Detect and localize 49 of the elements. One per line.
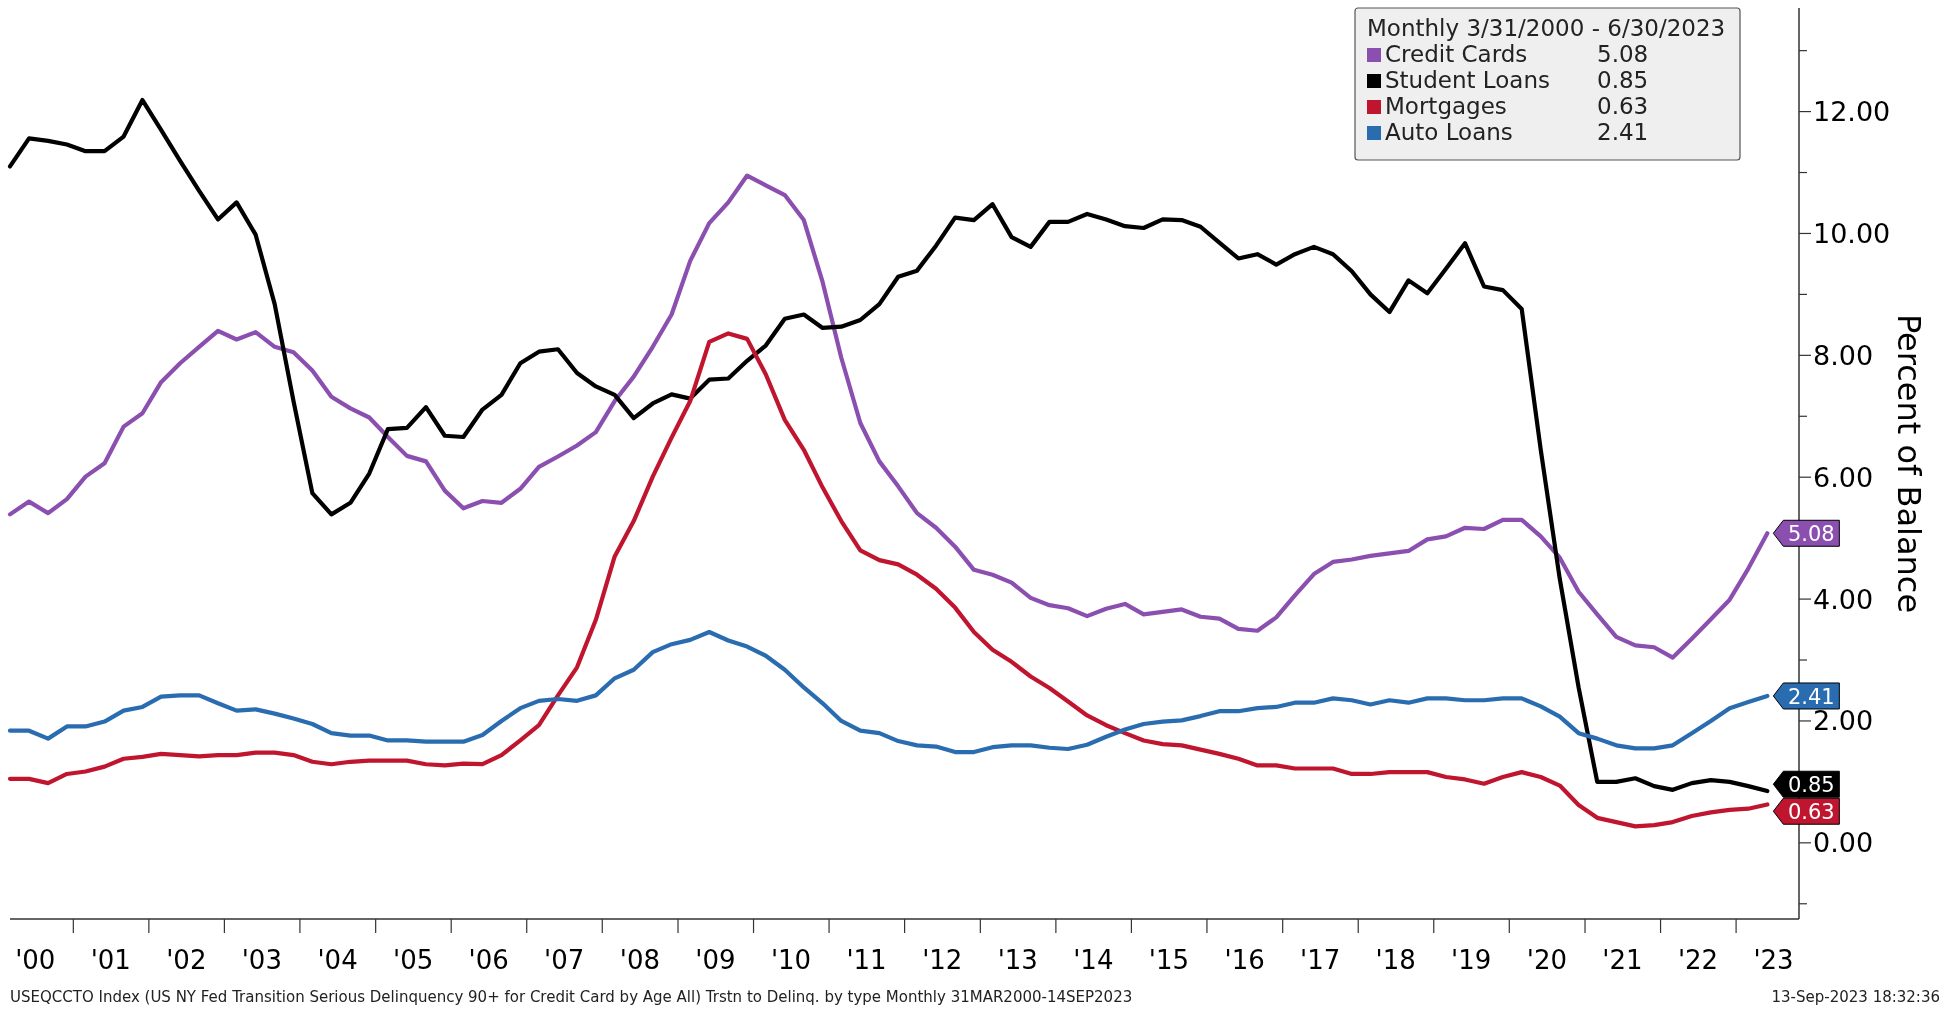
x-tick-label: '19 [1451,945,1492,975]
text: 13-Sep-2023 18:32:36 [1771,988,1940,1006]
x-tick-label: '15 [1148,945,1189,975]
data-label: 0.85 [1787,772,1835,797]
line-series [7,173,1770,660]
x-tick-label: '20 [1526,945,1568,975]
x-tick-label: '21 [1602,945,1643,975]
legend-label: Student Loans [1385,67,1550,93]
line-series [7,331,1770,829]
line-series [7,629,1770,755]
y-tick-label: 6.00 [1813,461,1874,493]
legend-label: Auto Loans [1385,119,1513,145]
legend-title: Monthly 3/31/2000 - 6/30/2023 [1367,15,1726,41]
x-tick-label: '05 [393,945,434,975]
text: USEQCCTO Index (US NY Fed Transition Serious Delinquency 90+ for Credit Card by Age All) Trstn to Delinq. by type Monthly 31MAR2000-14SEP2023 [10,988,1133,1006]
y-tick-label: 10.00 [1813,217,1891,249]
legend-label: Credit Cards [1385,41,1528,67]
x-tick-label: '04 [317,945,358,975]
y-tick-label: 4.00 [1813,583,1874,615]
text: 5.08 [1597,41,1649,67]
x-tick-label: '01 [90,945,131,975]
y-tick-label: 8.00 [1813,339,1874,371]
data-label: 0.63 [1787,799,1835,824]
x-tick-label: '08 [619,945,661,975]
x-tick-label: '16 [1224,945,1265,975]
x-tick-label: '18 [1375,945,1416,975]
x-tick-label: '22 [1677,945,1719,975]
x-tick-label: '03 [241,945,282,975]
x-tick-label: '12 [922,945,963,975]
y-tick-label: 12.00 [1813,96,1891,128]
x-tick-label: '11 [846,945,887,975]
x-tick-label: '14 [1073,945,1114,975]
text: 0.85 [1597,67,1649,93]
data-label: 5.08 [1787,521,1835,546]
x-tick-label: '23 [1753,945,1794,975]
y-tick-label: 0.00 [1813,827,1874,859]
line-series [7,97,1770,794]
text: 2.41 [1597,119,1649,145]
legend-label: Mortgages [1385,93,1507,119]
text: 0.63 [1597,93,1649,119]
x-tick-label: '07 [544,945,585,975]
y-axis-title: Percent of Balance [1890,313,1928,614]
x-tick-label: '06 [468,945,509,975]
x-tick-label: '09 [695,945,736,975]
x-tick-label: '17 [1300,945,1341,975]
x-tick-label: '13 [997,945,1038,975]
x-tick-label: '00 [15,945,56,975]
x-tick-label: '10 [770,945,812,975]
x-tick-label: '02 [166,945,207,975]
